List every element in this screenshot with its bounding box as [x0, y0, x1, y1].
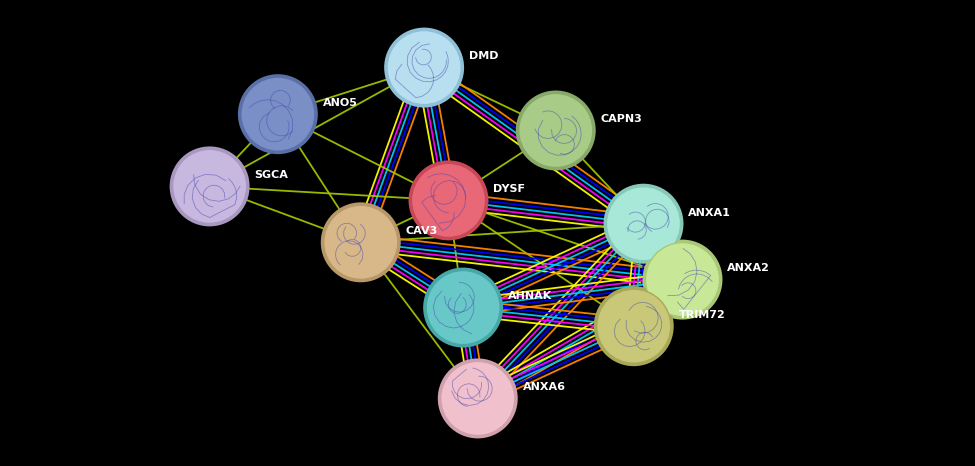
- Text: TRIM72: TRIM72: [679, 310, 725, 320]
- Circle shape: [516, 90, 596, 171]
- Text: CAV3: CAV3: [406, 226, 438, 236]
- Circle shape: [441, 362, 515, 435]
- Circle shape: [643, 240, 722, 320]
- Text: DYSF: DYSF: [493, 184, 526, 194]
- Text: CAPN3: CAPN3: [601, 114, 643, 124]
- Circle shape: [426, 271, 500, 344]
- Circle shape: [411, 164, 486, 237]
- Circle shape: [597, 289, 671, 363]
- Circle shape: [594, 286, 674, 366]
- Circle shape: [321, 202, 401, 282]
- Text: ANXA2: ANXA2: [727, 263, 770, 274]
- Text: ANXA1: ANXA1: [688, 207, 731, 218]
- Circle shape: [241, 77, 315, 151]
- Text: SGCA: SGCA: [254, 170, 289, 180]
- Text: ANO5: ANO5: [323, 98, 358, 108]
- Circle shape: [604, 184, 683, 264]
- Circle shape: [606, 187, 681, 260]
- Circle shape: [519, 94, 593, 167]
- Circle shape: [423, 267, 503, 348]
- Circle shape: [170, 146, 250, 226]
- Circle shape: [238, 74, 318, 154]
- Circle shape: [384, 27, 464, 108]
- Circle shape: [645, 243, 720, 316]
- Circle shape: [438, 358, 518, 439]
- Circle shape: [409, 160, 488, 240]
- Circle shape: [387, 31, 461, 104]
- Text: ANXA6: ANXA6: [523, 382, 566, 392]
- Circle shape: [173, 150, 247, 223]
- Circle shape: [324, 206, 398, 279]
- Text: AHNAK: AHNAK: [508, 291, 552, 302]
- Text: DMD: DMD: [469, 51, 498, 62]
